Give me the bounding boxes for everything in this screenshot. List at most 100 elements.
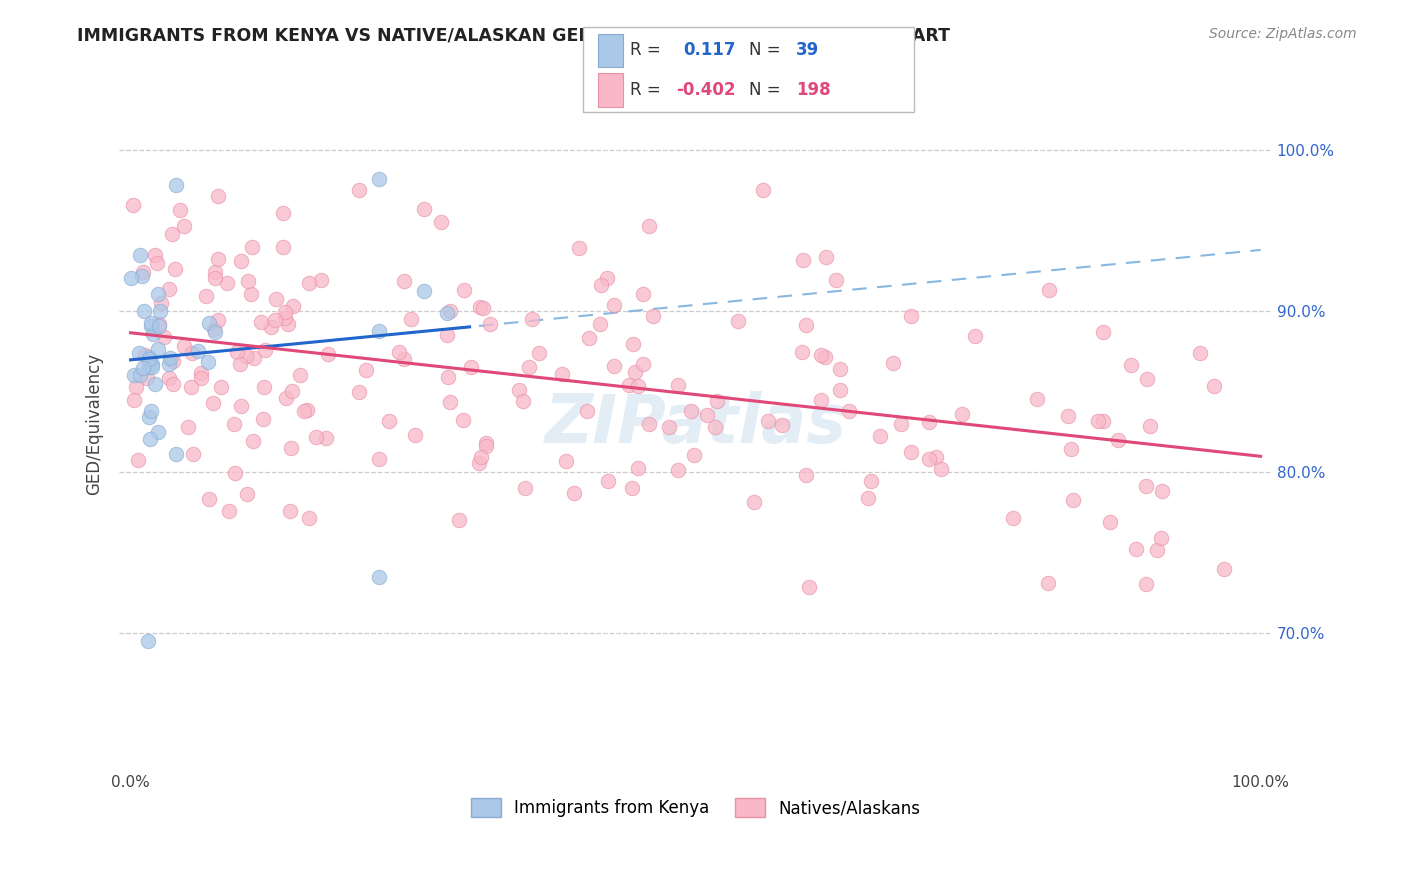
Point	[900, 309, 922, 323]
Point	[706, 394, 728, 409]
Point	[513, 481, 536, 495]
Point	[591, 277, 613, 292]
Point	[264, 292, 287, 306]
Point	[235, 349, 257, 363]
Point	[165, 178, 187, 193]
Point	[918, 415, 941, 429]
Point	[508, 384, 530, 398]
Point	[562, 485, 585, 500]
Point	[603, 298, 626, 312]
Point	[277, 317, 299, 331]
Point	[624, 365, 647, 379]
Point	[470, 450, 492, 464]
Point	[1135, 479, 1157, 493]
Point	[273, 305, 295, 319]
Point	[392, 274, 415, 288]
Point	[162, 376, 184, 391]
Point	[138, 351, 160, 365]
Point	[122, 393, 145, 408]
Point	[190, 371, 212, 385]
Point	[229, 253, 252, 268]
Point	[201, 396, 224, 410]
Point	[253, 343, 276, 357]
Point	[794, 467, 817, 482]
Point	[224, 466, 246, 480]
Y-axis label: GED/Equivalency: GED/Equivalency	[86, 352, 103, 495]
Point	[138, 432, 160, 446]
Text: N =: N =	[749, 81, 780, 99]
Point	[157, 371, 180, 385]
Point	[1036, 576, 1059, 591]
Point	[368, 324, 391, 338]
Point	[143, 377, 166, 392]
Text: 0.117: 0.117	[683, 42, 735, 60]
Point	[626, 460, 648, 475]
Point	[218, 504, 240, 518]
Point	[598, 474, 620, 488]
Point	[392, 352, 415, 367]
Point	[271, 206, 294, 220]
Point	[152, 330, 174, 344]
Point	[620, 481, 643, 495]
Point	[204, 325, 226, 339]
Point	[900, 445, 922, 459]
Point	[127, 452, 149, 467]
Point	[1060, 442, 1083, 457]
Point	[429, 215, 451, 229]
Point	[1135, 577, 1157, 591]
Point	[451, 413, 474, 427]
Point	[204, 265, 226, 279]
Point	[1213, 561, 1236, 575]
Point	[146, 425, 169, 440]
Point	[813, 350, 835, 364]
Point	[215, 276, 238, 290]
Point	[1150, 531, 1173, 545]
Point	[236, 487, 259, 501]
Point	[633, 287, 655, 301]
Point	[253, 380, 276, 394]
Point	[243, 351, 266, 366]
Point	[204, 271, 226, 285]
Point	[474, 435, 496, 450]
Point	[825, 273, 848, 287]
Text: R =: R =	[630, 81, 661, 99]
Point	[148, 319, 170, 334]
Point	[173, 219, 195, 233]
Point	[207, 252, 229, 266]
Point	[1202, 379, 1225, 393]
Point	[132, 265, 155, 279]
Point	[136, 634, 159, 648]
Point	[792, 253, 814, 268]
Point	[139, 404, 162, 418]
Point	[770, 418, 793, 433]
Text: 198: 198	[796, 81, 831, 99]
Point	[595, 270, 617, 285]
Point	[413, 284, 436, 298]
Point	[292, 404, 315, 418]
Point	[138, 351, 160, 366]
Point	[173, 338, 195, 352]
Point	[619, 378, 641, 392]
Point	[856, 491, 879, 506]
Point	[283, 299, 305, 313]
Point	[744, 495, 766, 509]
Point	[146, 256, 169, 270]
Point	[453, 283, 475, 297]
Point	[512, 393, 534, 408]
Point	[1092, 326, 1115, 340]
Point	[157, 282, 180, 296]
Point	[159, 358, 181, 372]
Point	[176, 419, 198, 434]
Point	[578, 331, 600, 345]
Point	[224, 417, 246, 432]
Point	[159, 351, 181, 366]
Point	[924, 450, 946, 464]
Point	[1062, 493, 1084, 508]
Point	[550, 367, 572, 381]
Point	[149, 304, 172, 318]
Point	[202, 322, 225, 336]
Point	[436, 306, 458, 320]
Point	[439, 395, 461, 409]
Point	[810, 348, 832, 362]
Point	[197, 316, 219, 330]
